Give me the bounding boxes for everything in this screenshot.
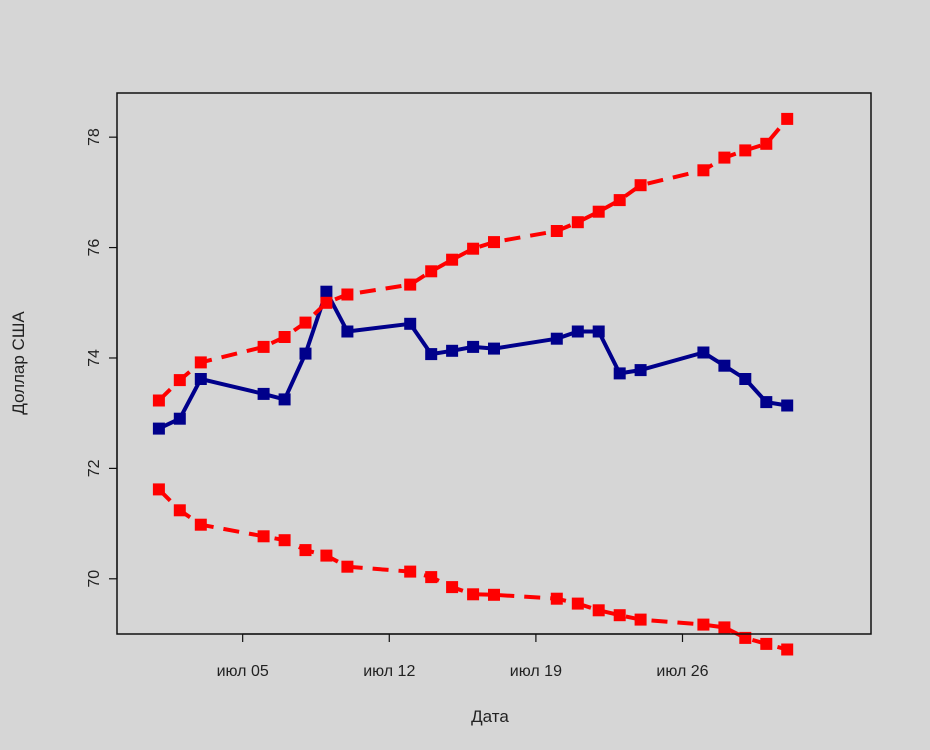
- data-point: [467, 242, 480, 255]
- data-point: [571, 216, 584, 229]
- data-point: [718, 359, 731, 372]
- data-point: [467, 340, 480, 353]
- data-point: [257, 530, 270, 543]
- data-point: [446, 344, 459, 357]
- data-point: [634, 613, 647, 626]
- data-point: [299, 316, 312, 329]
- y-tick-label: 76: [86, 239, 103, 257]
- data-point: [697, 618, 710, 631]
- data-point: [550, 225, 563, 237]
- y-axis-label: Доллар США: [9, 311, 28, 415]
- data-point: [425, 348, 438, 361]
- data-point: [341, 325, 354, 338]
- data-point: [152, 422, 165, 435]
- data-point: [257, 387, 270, 400]
- data-point: [739, 631, 752, 644]
- data-point: [634, 179, 647, 192]
- data-point: [592, 604, 605, 617]
- data-point: [152, 394, 165, 407]
- data-point: [299, 347, 312, 360]
- data-point: [425, 571, 438, 584]
- data-point: [634, 364, 647, 377]
- x-tick-label: июл 26: [656, 663, 708, 680]
- data-point: [299, 544, 312, 557]
- data-point: [467, 588, 480, 601]
- data-point: [760, 137, 773, 150]
- y-axis: 70 72 74 76 78: [86, 128, 118, 588]
- data-point: [697, 346, 710, 359]
- series-2: [152, 483, 794, 656]
- data-point: [781, 399, 794, 412]
- data-point: [592, 325, 605, 338]
- data-point: [278, 534, 291, 547]
- data-point: [571, 325, 584, 338]
- data-point: [194, 356, 207, 369]
- data-point: [173, 374, 186, 387]
- data-point: [550, 332, 563, 345]
- data-point: [781, 643, 794, 656]
- data-point: [760, 637, 773, 650]
- data-point: [194, 518, 207, 531]
- data-point: [320, 296, 333, 309]
- data-point: [257, 340, 270, 353]
- data-point: [488, 588, 500, 601]
- data-point: [488, 236, 500, 249]
- data-point: [488, 342, 500, 355]
- x-tick-label: июл 12: [363, 663, 415, 680]
- y-tick-label: 74: [86, 349, 103, 367]
- data-point: [760, 396, 773, 409]
- data-point: [446, 581, 459, 594]
- data-point: [404, 317, 417, 330]
- y-tick-label: 78: [86, 128, 103, 146]
- data-point: [173, 504, 186, 517]
- series-line: [157, 117, 789, 402]
- data-point: [278, 331, 291, 343]
- x-axis-label: Дата: [471, 707, 509, 726]
- data-point: [341, 288, 354, 301]
- data-point: [320, 549, 333, 562]
- data-point: [718, 621, 731, 634]
- data-point: [697, 164, 710, 177]
- data-point: [739, 373, 752, 385]
- data-point: [320, 285, 333, 298]
- data-point: [194, 373, 207, 385]
- data-point: [341, 560, 354, 573]
- data-point: [739, 144, 752, 157]
- data-point: [425, 265, 438, 278]
- data-point: [404, 565, 417, 578]
- data-point: [550, 592, 563, 605]
- data-point: [613, 367, 626, 380]
- y-tick-label: 72: [86, 459, 103, 477]
- data-point: [152, 483, 165, 496]
- data-point: [781, 112, 794, 125]
- data-point: [404, 278, 417, 291]
- series-1: [152, 112, 794, 407]
- x-tick-label: июл 05: [217, 663, 269, 680]
- data-point: [592, 205, 605, 218]
- data-point: [173, 412, 186, 425]
- x-axis: июл 05 июл 12 июл 19 июл 26: [217, 633, 709, 680]
- data-point: [613, 609, 626, 622]
- series-layer: [152, 112, 794, 656]
- data-point: [718, 151, 731, 164]
- data-point: [446, 253, 459, 266]
- series-0: [152, 285, 794, 435]
- x-tick-label: июл 19: [510, 663, 562, 680]
- data-point: [571, 597, 584, 610]
- y-tick-label: 70: [86, 570, 103, 588]
- data-point: [613, 194, 626, 207]
- data-point: [278, 393, 291, 406]
